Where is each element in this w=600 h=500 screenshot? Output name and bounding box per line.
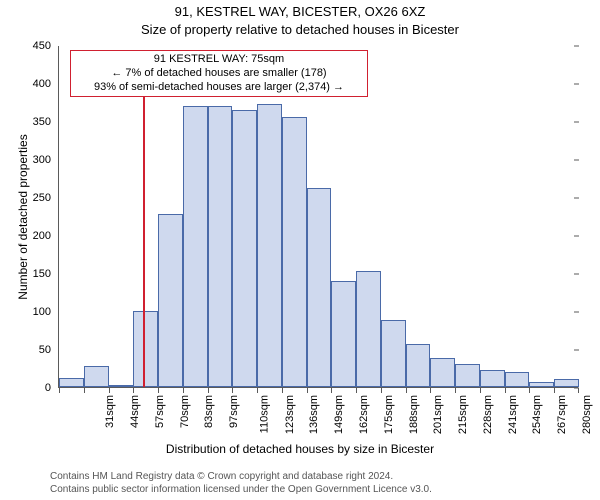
x-tick-label: 110sqm <box>258 395 270 433</box>
histogram-bar <box>529 382 554 387</box>
y-tick-label: 350 <box>33 116 59 128</box>
x-tick-label: 280sqm <box>581 395 593 434</box>
histogram-bar <box>208 106 233 387</box>
x-tick-label: 149sqm <box>333 395 345 434</box>
x-tick-label: 83sqm <box>203 395 215 428</box>
x-tick-label: 136sqm <box>309 395 321 434</box>
histogram-bar <box>480 370 505 387</box>
x-tick-label: 228sqm <box>482 395 494 434</box>
x-tick-label: 31sqm <box>104 395 116 428</box>
histogram-bar <box>59 378 84 387</box>
histogram-bar <box>183 106 208 387</box>
y-tick-label: 300 <box>33 154 59 166</box>
x-tick-label: 254sqm <box>531 395 543 434</box>
x-tick-label: 175sqm <box>383 395 395 434</box>
chart-container: { "header": { "title1": "91, KESTREL WAY… <box>0 0 600 500</box>
y-tick-label: 250 <box>33 192 59 204</box>
y-tick-label: 0 <box>45 382 59 394</box>
x-axis-label: Distribution of detached houses by size … <box>0 442 600 456</box>
y-tick-label: 450 <box>33 40 59 52</box>
histogram-bar <box>257 104 282 387</box>
y-tick-label: 200 <box>33 230 59 242</box>
histogram-bar <box>282 117 307 387</box>
histogram-bar <box>430 358 455 387</box>
histogram-bar <box>356 271 381 387</box>
page-subtitle: Size of property relative to detached ho… <box>0 22 600 37</box>
annotation-box: 91 KESTREL WAY: 75sqm← 7% of detached ho… <box>70 50 368 97</box>
histogram-bar <box>232 110 257 387</box>
x-tick-label: 215sqm <box>457 395 469 434</box>
x-tick-label: 162sqm <box>358 395 370 434</box>
histogram-bar <box>455 364 480 387</box>
reference-marker-line <box>143 72 145 387</box>
histogram-bar <box>158 214 183 387</box>
histogram-bar <box>307 188 332 387</box>
footer-line-2: Contains public sector information licen… <box>50 483 600 496</box>
x-tick-label: 70sqm <box>179 395 191 428</box>
y-axis-label: Number of detached properties <box>16 46 30 388</box>
histogram-bar <box>109 385 134 387</box>
histogram-bar <box>554 379 579 387</box>
y-tick-label: 150 <box>33 268 59 280</box>
histogram-bar <box>505 372 530 387</box>
annotation-line: 91 KESTREL WAY: 75sqm <box>75 53 363 67</box>
footer-line-1: Contains HM Land Registry data © Crown c… <box>50 470 600 483</box>
histogram-bar <box>331 281 356 387</box>
histogram-bar <box>381 320 406 387</box>
histogram-plot: 05010015020025030035040045031sqm44sqm57s… <box>58 46 578 388</box>
annotation-line: 93% of semi-detached houses are larger (… <box>75 81 363 95</box>
x-tick-label: 241sqm <box>507 395 519 434</box>
x-tick-label: 201sqm <box>432 395 444 434</box>
x-tick-label: 57sqm <box>154 395 166 428</box>
footer-credits: Contains HM Land Registry data © Crown c… <box>0 470 600 496</box>
x-tick-label: 123sqm <box>284 395 296 434</box>
histogram-bar <box>406 344 431 387</box>
x-tick-label: 267sqm <box>556 395 568 434</box>
histogram-bar <box>133 311 158 387</box>
annotation-line: ← 7% of detached houses are smaller (178… <box>75 67 363 81</box>
y-tick-label: 50 <box>39 344 59 356</box>
x-tick-label: 188sqm <box>408 395 420 434</box>
histogram-bar <box>84 366 109 387</box>
page-title: 91, KESTREL WAY, BICESTER, OX26 6XZ <box>0 4 600 19</box>
x-tick-label: 97sqm <box>228 395 240 428</box>
y-tick-label: 100 <box>33 306 59 318</box>
y-tick-label: 400 <box>33 78 59 90</box>
x-tick-label: 44sqm <box>129 395 141 428</box>
